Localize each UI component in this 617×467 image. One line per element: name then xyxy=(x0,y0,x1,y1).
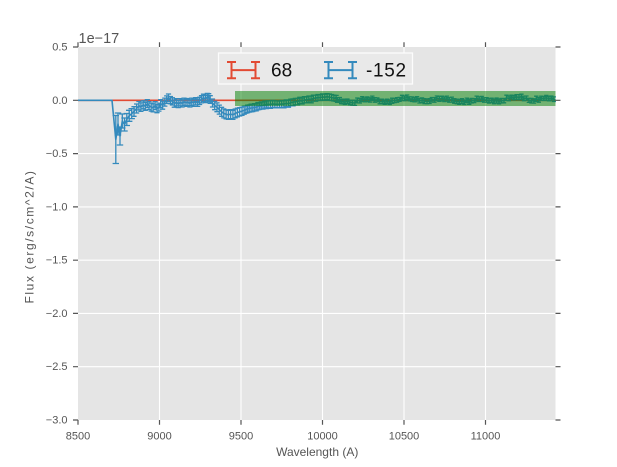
svg-text:−2.5: −2.5 xyxy=(46,361,68,373)
svg-text:68: 68 xyxy=(271,61,292,82)
svg-text:11000: 11000 xyxy=(471,431,501,443)
svg-text:1e−17: 1e−17 xyxy=(79,31,120,47)
svg-text:−0.5: −0.5 xyxy=(46,148,68,160)
svg-text:Wavelength (A): Wavelength (A) xyxy=(276,445,358,459)
svg-text:8500: 8500 xyxy=(66,431,90,443)
svg-text:−3.0: −3.0 xyxy=(46,415,68,427)
svg-text:9500: 9500 xyxy=(229,431,253,443)
svg-text:−2.0: −2.0 xyxy=(46,308,68,320)
svg-text:10000: 10000 xyxy=(307,431,338,443)
svg-text:0.5: 0.5 xyxy=(52,42,67,54)
svg-text:0.0: 0.0 xyxy=(52,95,67,107)
svg-text:−1.5: −1.5 xyxy=(46,255,68,267)
svg-text:-152: -152 xyxy=(366,61,407,82)
svg-text:Flux (erg/s/cm^2/A): Flux (erg/s/cm^2/A) xyxy=(23,169,37,303)
svg-text:9000: 9000 xyxy=(147,431,171,443)
svg-text:10500: 10500 xyxy=(389,431,420,443)
svg-text:−1.0: −1.0 xyxy=(46,201,68,213)
